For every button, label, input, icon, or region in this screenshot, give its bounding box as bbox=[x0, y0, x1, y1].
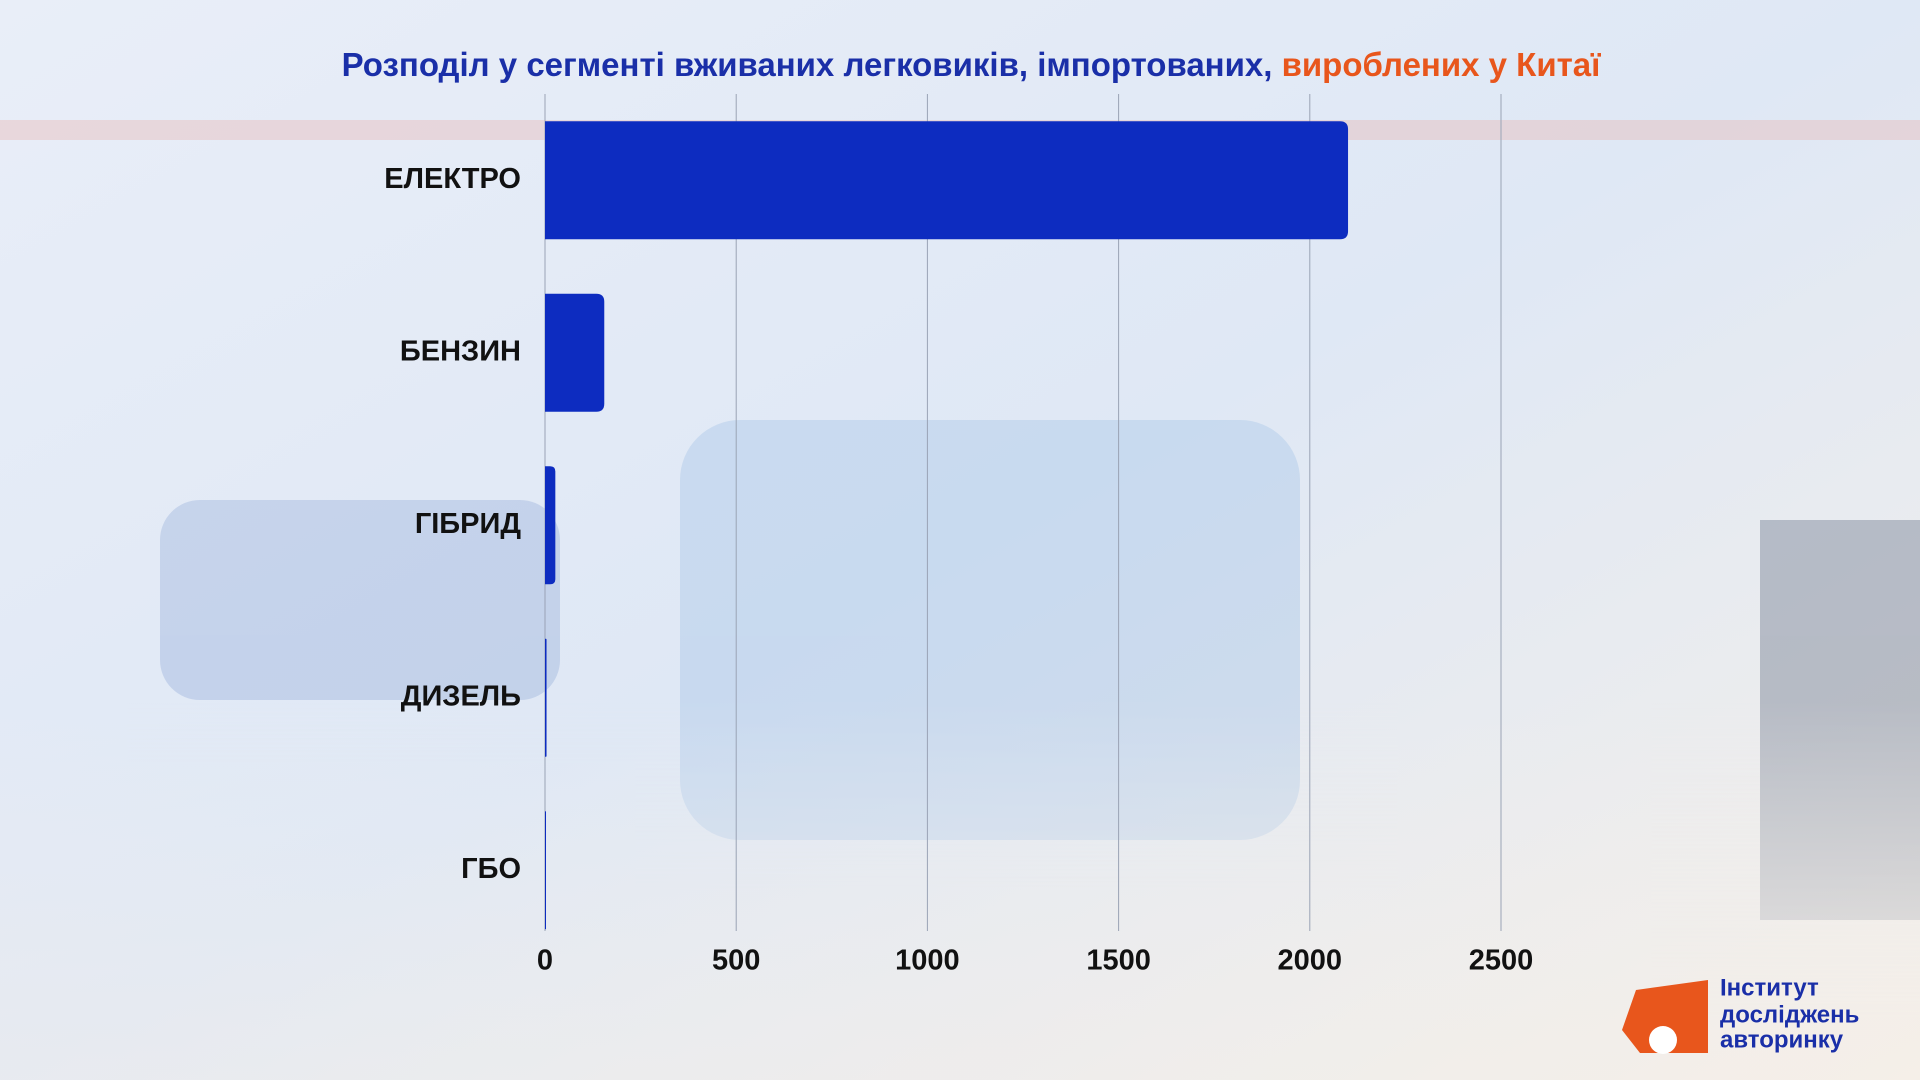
x-tick-label: 0 bbox=[537, 945, 553, 977]
y-tick-label: ДИЗЕЛЬ bbox=[401, 680, 521, 712]
bar bbox=[545, 638, 547, 757]
logo: Інститут досліджень авторинку bbox=[1622, 974, 1859, 1054]
y-tick-label: БЕНЗИН bbox=[400, 335, 521, 367]
logo-text: авторинку bbox=[1720, 1026, 1844, 1053]
x-tick-label: 1500 bbox=[1086, 945, 1151, 977]
y-tick-label: ГБО bbox=[461, 853, 521, 885]
title-part: Розподіл у сегменті вживаних легковиків,… bbox=[342, 46, 1273, 83]
y-tick-label: ЕЛЕКТРО bbox=[384, 163, 521, 195]
chart-title: Розподіл у сегменті вживаних легковиків,… bbox=[342, 46, 1602, 83]
bar bbox=[545, 293, 605, 412]
y-tick-label: ГІБРИД bbox=[415, 508, 522, 540]
x-tick-label: 1000 bbox=[895, 945, 960, 977]
bar bbox=[545, 121, 1349, 240]
logo-text: досліджень bbox=[1720, 1001, 1859, 1028]
logo-icon bbox=[1649, 1026, 1677, 1054]
background-photo bbox=[0, 120, 1920, 1080]
logo-shape bbox=[1622, 980, 1708, 1053]
x-tick-label: 500 bbox=[712, 945, 760, 977]
title-part: вироблених у Китаї bbox=[1282, 46, 1602, 83]
bar bbox=[545, 811, 546, 930]
x-tick-label: 2500 bbox=[1469, 945, 1534, 977]
x-tick-label: 2000 bbox=[1278, 945, 1343, 977]
logo-text: Інститут bbox=[1720, 974, 1819, 1001]
bar bbox=[545, 466, 556, 585]
